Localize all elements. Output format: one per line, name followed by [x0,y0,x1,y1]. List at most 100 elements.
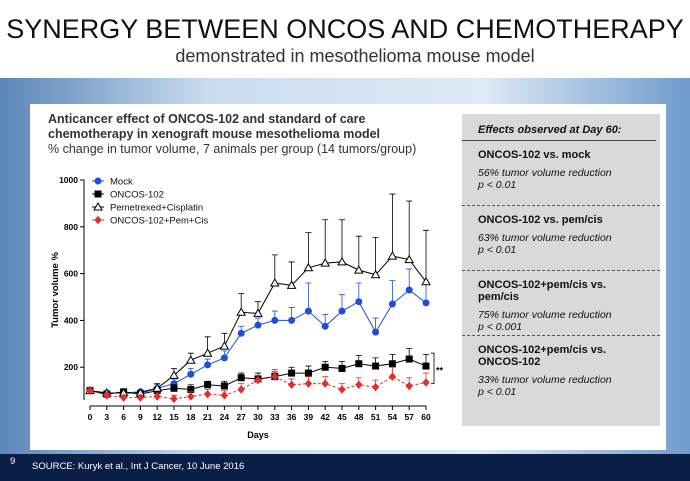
marker [220,382,228,390]
marker [405,381,413,391]
footer: 9 SOURCE: Kuryk et al., Int J Cancer, 10… [0,454,690,481]
page-number: 9 [10,456,16,467]
error-bar [322,219,329,264]
marker [337,256,347,266]
marker [355,298,363,306]
item-heading: ONCOS-102 vs. mock [478,149,591,161]
marker [152,383,163,392]
x-tick-label: 9 [138,412,143,422]
legend-marker [93,201,103,211]
x-tick-label: 42 [320,412,330,422]
item-p: p < 0.01 [478,386,517,398]
error-bar [372,236,379,275]
marker [237,385,245,394]
marker [388,360,396,368]
marker [404,254,415,264]
item-p: p < 0.01 [478,179,517,191]
marker [320,258,331,267]
annotation: ** [436,366,444,376]
item-result: 75% tumor volume reduction [478,309,612,321]
error-bar [406,268,413,290]
marker [287,380,296,390]
marker [422,378,430,387]
marker [187,392,195,401]
legend-marker [94,190,102,198]
marker [254,375,262,385]
marker [204,361,212,369]
x-tick-label: 57 [404,412,414,422]
legend-label: ONCOS-102 [110,190,164,201]
x-tick-label: 39 [304,412,314,422]
error-bar [339,219,345,262]
item-heading: ONCOS-102 vs. pem/cis [478,214,603,226]
marker [119,393,128,402]
error-bar [305,232,312,268]
marker [304,369,312,377]
x-tick-label: 45 [337,412,347,422]
marker [421,276,431,286]
legend-marker [94,215,102,225]
marker [304,379,313,388]
x-axis-label: Days [247,430,269,440]
panel-item: ONCOS-102 vs. pem/cis 63% tumor volume re… [462,206,660,271]
marker [185,355,196,364]
legend-label: Pemetrexed+Cisplatin [110,203,203,214]
marker [321,379,329,388]
marker [370,269,381,279]
marker [321,363,329,371]
y-tick-label: 1000 [59,175,78,185]
error-bar [423,229,429,282]
marker [371,382,380,392]
marker [220,391,229,400]
marker [387,251,398,260]
marker [338,364,346,372]
x-tick-label: 33 [270,412,280,422]
x-tick-label: 21 [203,412,213,422]
chart-heading: Anticancer effect of ONCOS-102 and stand… [48,112,416,157]
marker [204,381,212,389]
annotation-bracket [431,352,435,385]
marker [187,370,195,378]
y-tick-label: 600 [64,269,78,279]
marker [321,322,329,330]
marker [170,384,178,392]
x-tick-label: 60 [421,412,431,422]
panel-item: ONCOS-102 vs. mock 56% tumor volume reduc… [462,141,660,206]
marker [422,362,430,370]
marker [388,372,397,381]
marker [219,341,230,350]
error-bar [406,200,413,260]
error-bar [355,235,362,271]
marker [372,328,380,336]
marker [269,277,280,287]
marker [202,348,213,357]
y-tick-label: 200 [64,362,78,372]
marker [355,360,363,368]
source: SOURCE: Kuryk et al., Int J Cancer, 10 J… [32,461,245,472]
item-p: p < 0.001 [478,321,523,333]
error-bar [389,280,396,305]
marker [338,385,346,394]
series [86,348,430,398]
error-bar [389,193,396,257]
x-tick-label: 30 [253,412,263,422]
marker [288,316,296,324]
slide-title: SYNERGY BETWEEN ONCOS AND CHEMOTHERAPY [6,14,684,44]
item-result: 33% tumor volume reduction [478,374,612,386]
x-tick-label: 3 [104,412,109,422]
marker [355,380,363,390]
marker [388,300,396,308]
marker [338,307,346,315]
heading-line: 7 animals per group (14 tumors/group) [202,142,417,156]
y-axis-label: Tumor volume % [50,252,61,328]
item-heading: ONCOS-102+pem/cis vs. pem/cis [478,279,607,303]
marker [422,299,430,307]
marker [153,392,161,401]
y-tick-label: 400 [64,315,78,325]
marker [405,286,413,294]
marker [220,354,228,362]
marker [372,362,380,370]
marker [286,280,297,289]
marker [405,355,413,363]
